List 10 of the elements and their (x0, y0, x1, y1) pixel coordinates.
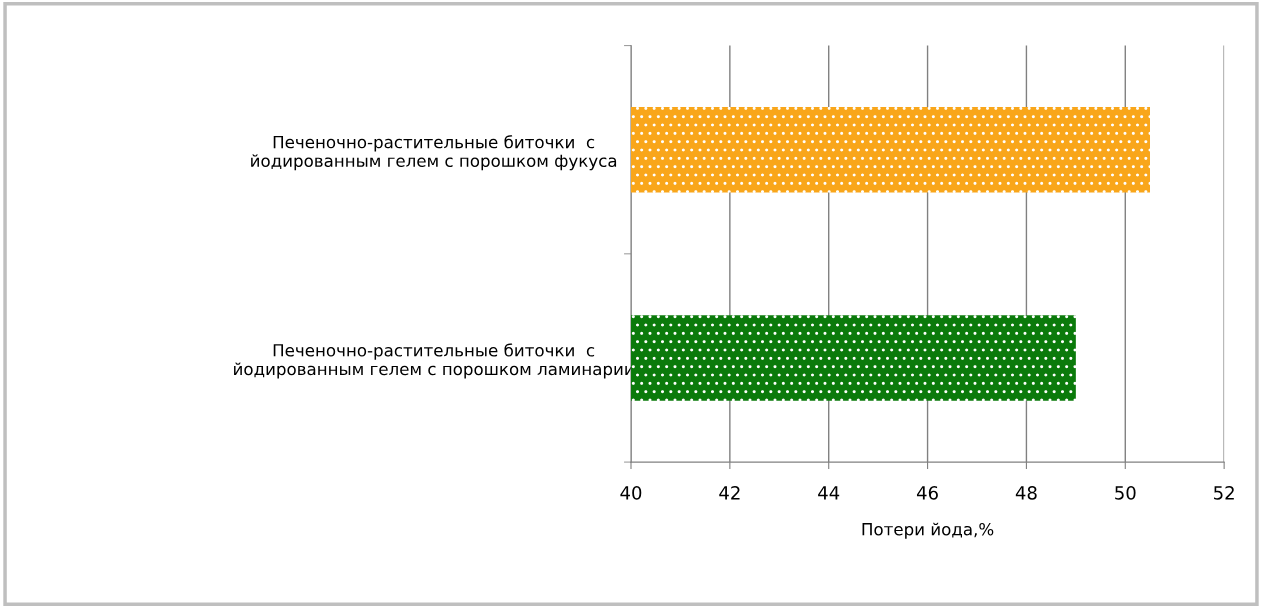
y-tick-label: Печеночно-растительные биточки с йодированным гелем с порошком ламинарии (234, 343, 634, 379)
x-tick-label: 46 (916, 486, 938, 500)
x-tick-label: 48 (1015, 486, 1037, 500)
x-tick-label: 52 (1214, 486, 1234, 500)
x-tick-label: 50 (1115, 486, 1136, 500)
x-axis-title: Потери йода,% (862, 522, 994, 539)
y-tick-label: Печеночно-растительные биточки с йодированным гелем с порошком фукуса (251, 135, 617, 171)
x-tick-label: 44 (818, 486, 840, 500)
x-tick-label: 42 (719, 486, 740, 500)
x-tick-label: 40 (620, 486, 642, 500)
